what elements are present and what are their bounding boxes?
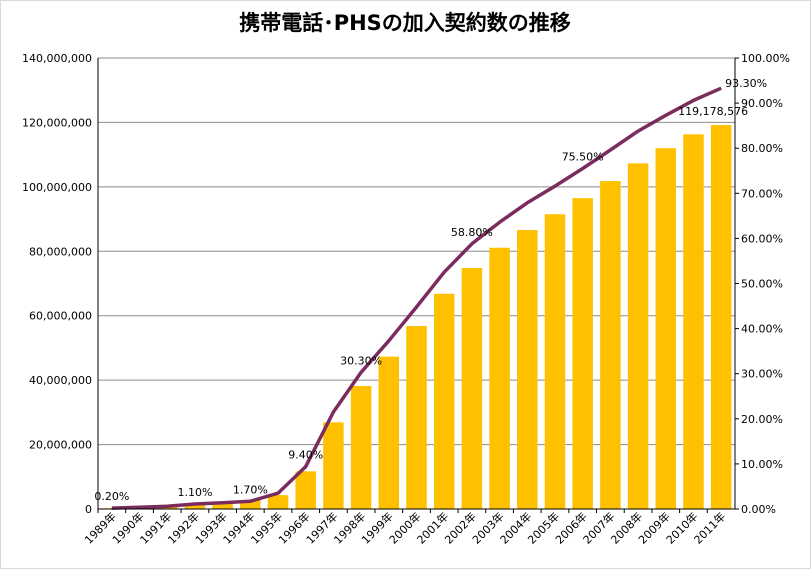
- y-left-tick-label: 40,000,000: [29, 374, 92, 387]
- y-left-tick-label: 120,000,000: [22, 116, 92, 129]
- bar: [489, 247, 510, 510]
- bar: [572, 198, 593, 509]
- data-label: 93.30%: [725, 77, 767, 90]
- chart-title: 携帯電話･PHSの加入契約数の推移: [239, 11, 571, 35]
- data-label: 119,178,576: [678, 105, 748, 118]
- bar: [184, 504, 206, 509]
- bar: [406, 326, 427, 509]
- y-left-tick-label: 0: [85, 503, 92, 516]
- bar: [350, 385, 372, 509]
- bar: [710, 125, 732, 509]
- y-right-tick-label: 0.00%: [741, 503, 776, 516]
- bar: [655, 148, 677, 509]
- y-right-tick-label: 50.00%: [741, 278, 783, 291]
- bar: [600, 181, 621, 509]
- line-series: [111, 86, 722, 510]
- data-label: 9.40%: [288, 449, 323, 462]
- data-labels: 0.20% 1.10% 1.70% 9.40% 30.30% 58.80% 75.50% 93…: [94, 77, 767, 503]
- bar: [212, 502, 233, 509]
- y-right-tick-label: 70.00%: [741, 187, 783, 200]
- bar: [517, 230, 538, 509]
- bar: [461, 268, 483, 509]
- bar: [323, 422, 344, 509]
- y-right-tick-label: 30.00%: [741, 368, 783, 381]
- penetration-rate-line: [111, 86, 722, 510]
- data-label: 1.70%: [233, 483, 268, 496]
- y-right-tick-label: 100.00%: [741, 52, 790, 65]
- bar: [267, 495, 289, 509]
- y-right-tick-label: 60.00%: [741, 232, 783, 245]
- y-left-tick-label: 140,000,000: [22, 52, 92, 65]
- bar: [240, 499, 261, 509]
- y-right-tick-label: 80.00%: [741, 142, 783, 155]
- bar: [295, 471, 316, 509]
- bar: [378, 356, 400, 509]
- data-label: 1.10%: [177, 486, 212, 499]
- bar-series: [101, 125, 732, 510]
- y-left-tick-label: 100,000,000: [22, 181, 92, 194]
- data-label: 0.20%: [94, 490, 129, 503]
- data-label: 75.50%: [562, 150, 604, 163]
- y-left-tick-label: 80,000,000: [29, 245, 92, 258]
- y-right-tick-label: 10.00%: [741, 458, 783, 471]
- y-right-tick-label: 20.00%: [741, 413, 783, 426]
- bar: [544, 214, 566, 509]
- y-left-tick-label: 60,000,000: [29, 310, 92, 323]
- bar: [433, 293, 455, 509]
- bar: [683, 134, 704, 510]
- y-right-tick-label: 90.00%: [741, 97, 783, 110]
- data-label: 58.80%: [451, 226, 493, 239]
- y-right-tick-label: 40.00%: [741, 323, 783, 336]
- data-label: 30.30%: [340, 354, 382, 367]
- y-left-tick-label: 20,000,000: [29, 439, 92, 452]
- bar: [627, 163, 649, 510]
